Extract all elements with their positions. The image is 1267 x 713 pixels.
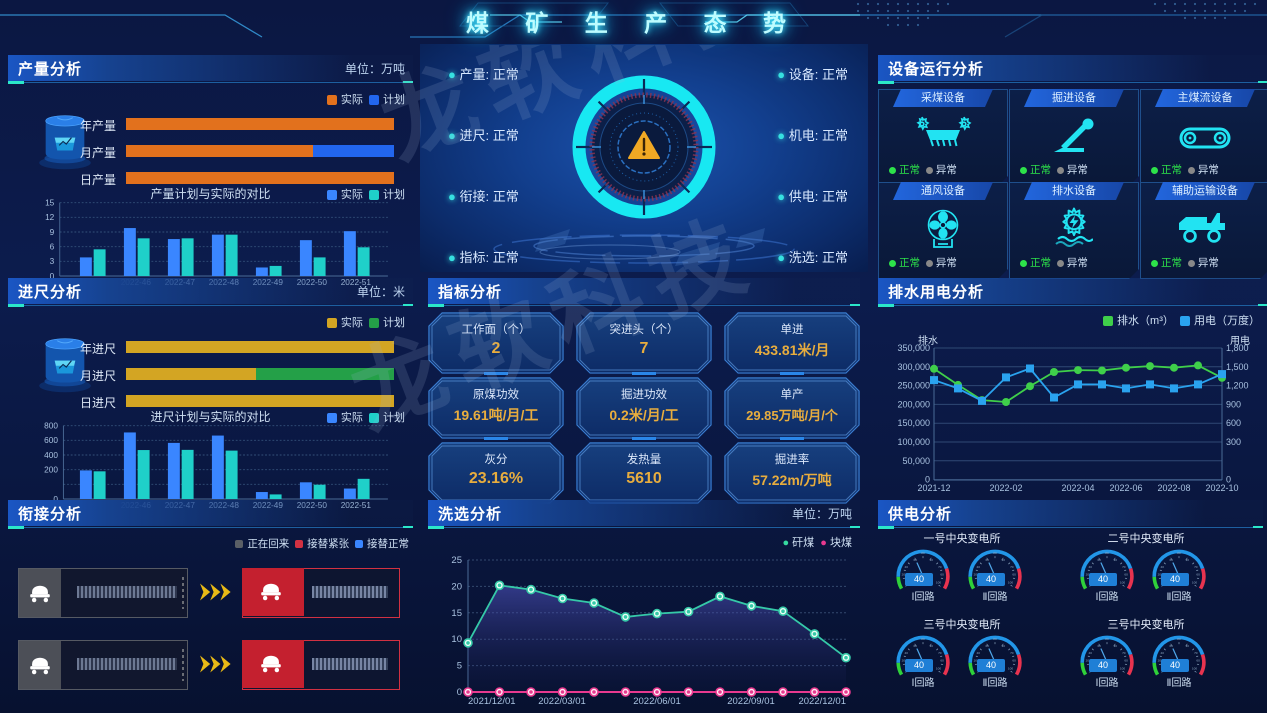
svg-text:200,000: 200,000 xyxy=(897,399,930,409)
svg-text:15: 15 xyxy=(451,608,462,619)
svg-text:2022/06/01: 2022/06/01 xyxy=(633,696,681,707)
svg-text:25: 25 xyxy=(451,555,462,566)
svg-text:15: 15 xyxy=(45,199,55,207)
svg-text:100,000: 100,000 xyxy=(897,437,930,447)
svg-text:50,000: 50,000 xyxy=(902,456,930,466)
svg-text:1,800: 1,800 xyxy=(1226,344,1249,353)
svg-text:200: 200 xyxy=(44,465,58,474)
svg-text:2021-12: 2021-12 xyxy=(917,483,950,493)
svg-text:0: 0 xyxy=(457,687,462,698)
svg-text:2022/09/01: 2022/09/01 xyxy=(727,696,775,707)
svg-text:2022-02: 2022-02 xyxy=(989,483,1022,493)
svg-text:250,000: 250,000 xyxy=(897,381,930,391)
svg-text:800: 800 xyxy=(44,422,58,430)
svg-text:1,200: 1,200 xyxy=(1226,381,1249,391)
svg-text:2022/03/01: 2022/03/01 xyxy=(538,696,586,707)
svg-text:600: 600 xyxy=(44,436,58,445)
svg-text:400: 400 xyxy=(44,451,58,460)
svg-text:300: 300 xyxy=(1226,437,1241,447)
svg-text:1,500: 1,500 xyxy=(1226,362,1249,372)
svg-text:2022-08: 2022-08 xyxy=(1157,483,1190,493)
svg-text:2021/12/01: 2021/12/01 xyxy=(468,696,516,707)
svg-text:300,000: 300,000 xyxy=(897,362,930,372)
svg-text:9: 9 xyxy=(50,228,55,237)
svg-text:2022-06: 2022-06 xyxy=(1109,483,1142,493)
svg-text:3: 3 xyxy=(50,257,55,266)
svg-text:20: 20 xyxy=(451,581,462,592)
svg-text:5: 5 xyxy=(457,661,462,672)
svg-text:2022-04: 2022-04 xyxy=(1061,483,1094,493)
svg-text:10: 10 xyxy=(451,634,462,645)
svg-text:2022/12/01: 2022/12/01 xyxy=(798,696,846,707)
svg-text:2022-10: 2022-10 xyxy=(1205,483,1238,493)
svg-text:150,000: 150,000 xyxy=(897,418,930,428)
svg-text:350,000: 350,000 xyxy=(897,344,930,353)
svg-text:900: 900 xyxy=(1226,399,1241,409)
svg-text:6: 6 xyxy=(50,242,55,251)
svg-text:12: 12 xyxy=(45,213,55,222)
svg-text:600: 600 xyxy=(1226,418,1241,428)
